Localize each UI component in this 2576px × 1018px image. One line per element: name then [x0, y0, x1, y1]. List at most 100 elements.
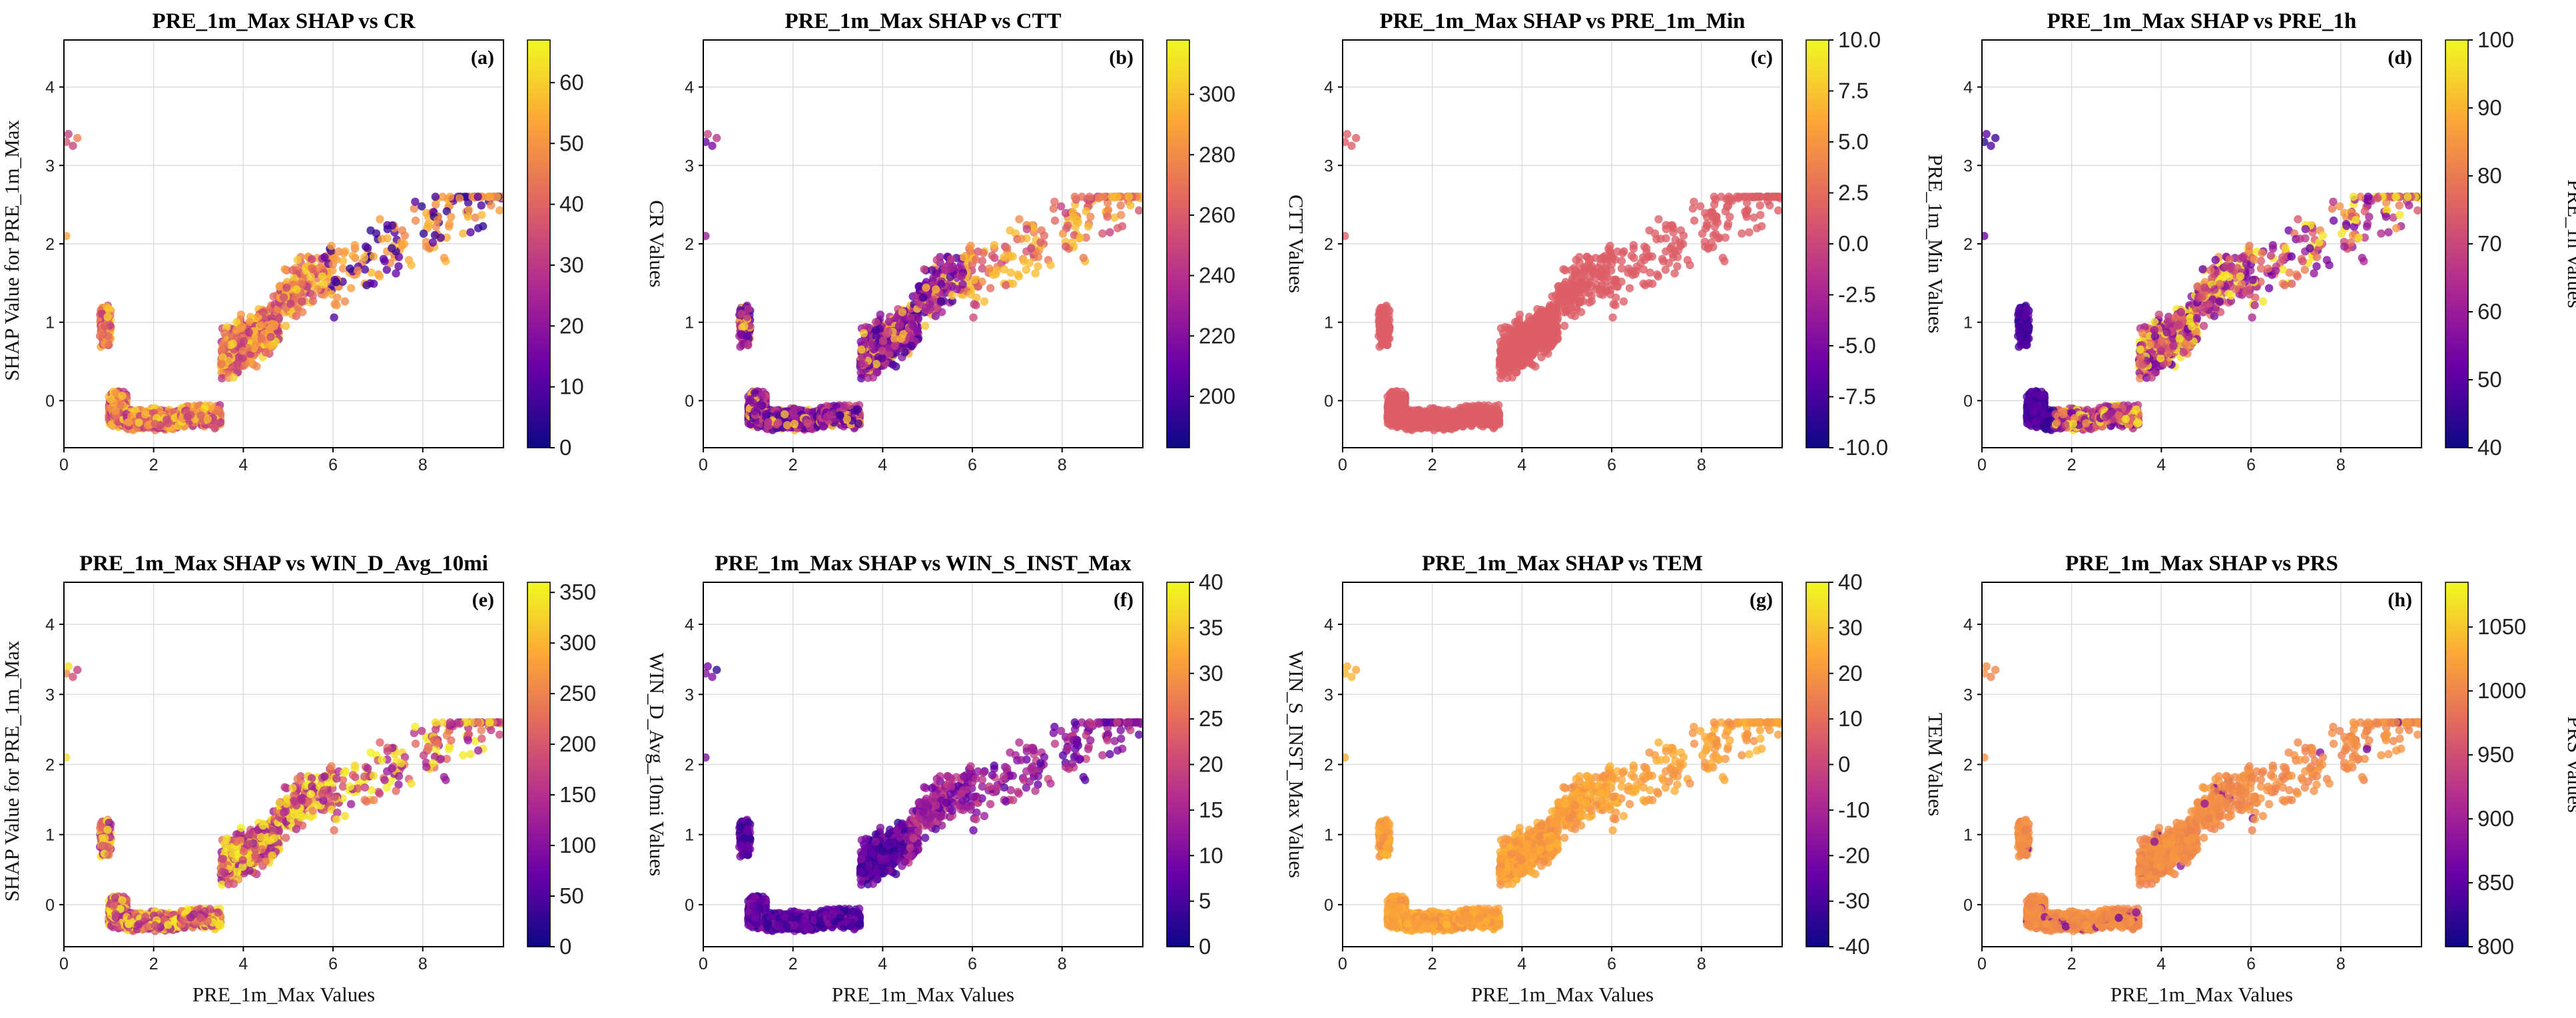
scatter-point: [1347, 141, 1356, 151]
colorbar-tick-label: 220: [1199, 323, 1235, 348]
scatter-point: [978, 264, 987, 273]
scatter-point: [1057, 202, 1066, 211]
scatter-point: [447, 213, 456, 221]
scatter-point: [370, 279, 378, 288]
points-group: [703, 130, 1143, 434]
scatter-point: [105, 340, 113, 349]
scatter-point: [966, 241, 975, 251]
scatter-point: [111, 388, 120, 397]
scatter-point: [757, 391, 766, 400]
scatter-point: [383, 225, 392, 234]
scatter-point: [1002, 244, 1012, 253]
colorbar: [527, 39, 551, 448]
x-tick-label: 8: [1058, 456, 1067, 474]
scatter-point: [378, 235, 386, 243]
scatter-point: [988, 251, 997, 260]
scatter-point: [1034, 253, 1043, 261]
scatter-point: [1027, 244, 1036, 253]
scatter-point: [992, 266, 1002, 275]
scatter-point: [925, 300, 934, 308]
scatter-point: [280, 264, 289, 274]
scatter-point: [320, 253, 329, 262]
scatter-point: [229, 373, 238, 382]
scatter-point: [764, 418, 773, 427]
scatter-point: [338, 256, 348, 265]
scatter-point: [1135, 206, 1143, 215]
scatter-point: [292, 285, 301, 294]
scatter-point: [69, 141, 77, 151]
scatter-point: [318, 272, 327, 280]
scatter-point: [436, 233, 446, 242]
scatter-point: [853, 405, 862, 414]
scatter-point: [946, 272, 955, 281]
scatter-point: [367, 268, 376, 277]
scatter-point: [750, 388, 759, 397]
scatter-point: [407, 260, 416, 270]
scatter-point: [455, 194, 464, 203]
x-tick-label: 2: [789, 456, 798, 474]
scatter-point: [397, 238, 406, 247]
scatter-point: [105, 304, 113, 314]
scatter-point: [141, 410, 150, 419]
scatter-point: [428, 238, 438, 247]
y-tick-label: 0: [685, 392, 694, 410]
scatter-point: [744, 304, 753, 314]
scatter-point: [232, 326, 241, 334]
scatter-point: [960, 253, 968, 262]
scatter-point: [196, 411, 205, 420]
scatter-point: [369, 252, 378, 261]
scatter-point: [1079, 253, 1088, 262]
scatter-point: [1352, 133, 1361, 143]
scatter-point: [1020, 256, 1028, 266]
scatter-point: [990, 241, 999, 250]
scatter-point: [245, 317, 254, 326]
scatter-point: [713, 133, 721, 143]
scatter-point: [871, 326, 880, 334]
scatter-point: [751, 406, 759, 416]
colorbar-tick-label: 200: [1199, 384, 1235, 408]
scatter-point: [1058, 229, 1068, 238]
scatter-point: [1036, 238, 1045, 247]
scatter-point: [1015, 215, 1024, 224]
scatter-point: [214, 405, 222, 414]
scatter-point: [1126, 201, 1135, 210]
colorbar-tick-label: 300: [1199, 82, 1235, 107]
scatter-point: [232, 332, 242, 340]
scatter-point: [740, 322, 749, 330]
scatter-point: [135, 418, 143, 427]
scatter-point: [1113, 193, 1122, 201]
scatter-point: [1117, 211, 1126, 219]
scatter-point: [422, 242, 431, 251]
scatter-point: [392, 269, 400, 278]
scatter-point: [143, 420, 153, 430]
scatter-point: [340, 249, 348, 258]
panel-title: PRE_1m_Max SHAP vs CTT: [785, 9, 1061, 33]
scatter-point: [308, 291, 317, 300]
scatter-point: [186, 410, 195, 419]
scatter-point: [444, 222, 454, 231]
scatter-point: [1070, 193, 1080, 201]
colorbar-tick-label: 60: [559, 70, 584, 95]
scatter-point: [1022, 225, 1032, 234]
scatter-point: [1046, 260, 1055, 270]
scatter-point: [931, 312, 940, 320]
scatter-point: [239, 336, 248, 346]
scatter-point: [744, 340, 753, 349]
x-tick-label: 2: [149, 456, 159, 474]
x-tick-label: 4: [238, 456, 248, 474]
scatter-point: [394, 262, 403, 270]
scatter-point: [388, 244, 396, 253]
scatter-point: [116, 401, 125, 410]
panel-letter: (a): [471, 47, 494, 69]
scatter-point: [857, 345, 866, 354]
scatter-point: [876, 310, 885, 319]
scatter-point: [898, 308, 907, 316]
scatter-point: [868, 339, 876, 348]
scatter-point: [708, 141, 717, 151]
x-tick-label: 8: [418, 456, 428, 474]
scatter-point: [446, 193, 455, 201]
scatter-point: [909, 322, 918, 331]
scatter-point: [703, 130, 712, 139]
scatter-point: [972, 300, 980, 310]
